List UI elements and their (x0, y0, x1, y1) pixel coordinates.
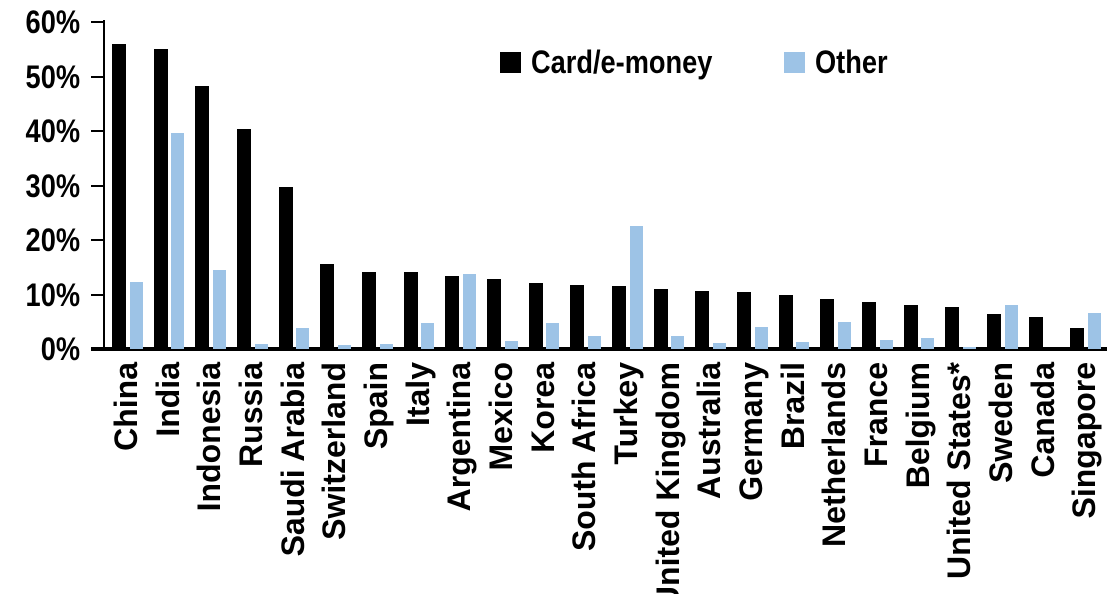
bar-other-mexico (504, 341, 518, 349)
plot-area (105, 22, 1105, 349)
bar-other-russia (254, 344, 268, 349)
x-axis-label-saudi-arabia: Saudi Arabia (274, 362, 311, 557)
bar-card-e-money-argentina (445, 275, 460, 349)
y-axis-label-10: 10% (25, 276, 80, 313)
bar-card-e-money-brazil (778, 295, 793, 349)
bar-other-argentina (462, 273, 476, 349)
x-axis-label-germany: Germany (732, 362, 769, 501)
chart-legend: Card/e-money Other (500, 46, 901, 78)
bar-card-e-money-south-africa (570, 285, 585, 349)
bar-card-e-money-canada (1028, 316, 1043, 349)
legend-swatch-card-e-money (500, 51, 521, 73)
bar-card-e-money-belgium (903, 304, 918, 349)
y-axis-line (103, 20, 105, 349)
y-tick-mark-60 (91, 21, 105, 23)
bar-other-spain (379, 344, 393, 349)
y-axis-label-0: 0% (40, 331, 80, 367)
x-axis-label-india: India (149, 362, 186, 437)
bar-other-germany (754, 327, 768, 349)
legend-swatch-other (784, 51, 806, 73)
bar-other-brazil (796, 342, 810, 349)
x-axis-label-australia: Australia (691, 362, 728, 499)
bar-card-e-money-saudi-arabia (278, 186, 293, 349)
x-axis-label-netherlands: Netherlands (816, 362, 853, 547)
legend-item-other: Other (784, 46, 900, 78)
y-tick-mark-30 (91, 184, 105, 187)
bar-other-united-kingdom (671, 335, 685, 349)
bar-other-belgium (921, 337, 935, 349)
bar-card-e-money-netherlands (820, 298, 835, 349)
legend-item-card-e-money: Card/e-money (500, 46, 744, 78)
bar-other-sweden (1004, 305, 1018, 349)
bar-card-e-money-korea (528, 282, 543, 349)
x-axis-label-spain: Spain (357, 362, 394, 450)
x-axis-label-turkey: Turkey (607, 362, 644, 465)
x-axis-label-united-states: United States* (941, 362, 978, 579)
x-axis-label-south-africa: South Africa (566, 362, 603, 552)
bar-card-e-money-germany (737, 291, 751, 349)
bar-card-e-money-mexico (487, 278, 501, 349)
x-axis-label-united-kingdom: United Kingdom (649, 362, 686, 594)
x-axis-label-switzerland: Switzerland (316, 362, 353, 540)
x-axis-label-belgium: Belgium (899, 362, 936, 489)
bar-other-netherlands (837, 322, 851, 349)
x-axis-label-mexico: Mexico (482, 362, 519, 471)
y-axis-label-50: 50% (25, 58, 80, 95)
legend-label-card-e-money: Card/e-money (531, 44, 713, 80)
bar-card-e-money-italy (403, 272, 418, 349)
x-axis-label-brazil: Brazil (774, 362, 811, 450)
x-axis-label-indonesia: Indonesia (191, 362, 228, 512)
bar-card-e-money-russia (237, 128, 251, 349)
bar-other-switzerland (337, 345, 351, 349)
bar-other-saudi-arabia (296, 327, 310, 349)
x-axis-line (91, 347, 1107, 351)
x-axis-label-korea: Korea (524, 362, 561, 453)
bar-card-e-money-united-states (945, 306, 960, 349)
y-tick-mark-10 (91, 293, 105, 296)
bar-other-china (129, 281, 143, 349)
bar-other-australia (712, 343, 726, 349)
bar-other-singapore (1087, 313, 1101, 349)
bar-card-e-money-india (153, 49, 168, 349)
bar-card-e-money-singapore (1070, 328, 1085, 349)
y-axis-label-40: 40% (25, 113, 80, 149)
y-axis-label-20: 20% (25, 222, 80, 258)
x-axis-label-sweden: Sweden (982, 362, 1019, 483)
bar-card-e-money-france (862, 301, 876, 349)
x-axis-label-singapore: Singapore (1066, 362, 1103, 519)
y-axis-label-60: 60% (25, 4, 80, 40)
bar-card-e-money-united-kingdom (653, 289, 668, 349)
bar-card-e-money-indonesia (195, 86, 210, 349)
bar-card-e-money-switzerland (320, 263, 335, 349)
bar-other-korea (546, 323, 560, 349)
x-axis-label-italy: Italy (399, 362, 436, 427)
y-axis-label-30: 30% (25, 167, 80, 204)
bar-other-italy (421, 323, 435, 349)
y-tick-mark-20 (91, 239, 105, 241)
bar-other-france (879, 340, 893, 349)
x-axis-label-argentina: Argentina (441, 362, 478, 512)
x-axis-label-russia: Russia (232, 362, 269, 467)
bar-other-indonesia (212, 269, 226, 349)
bar-other-south-africa (587, 335, 601, 349)
bar-card-e-money-turkey (612, 285, 626, 349)
legend-label-other: Other (815, 44, 888, 80)
bar-other-united-states (962, 347, 976, 349)
y-tick-mark-50 (91, 75, 105, 78)
bar-card-e-money-sweden (987, 313, 1001, 349)
bar-other-turkey (629, 226, 643, 349)
bar-other-india (171, 132, 185, 349)
x-axis-label-china: China (107, 362, 144, 451)
x-axis-label-france: France (857, 362, 894, 467)
y-tick-mark-40 (91, 130, 105, 132)
x-axis-label-canada: Canada (1024, 362, 1061, 478)
bar-card-e-money-spain (362, 272, 376, 349)
bar-card-e-money-china (112, 43, 126, 349)
bar-card-e-money-australia (695, 290, 710, 349)
